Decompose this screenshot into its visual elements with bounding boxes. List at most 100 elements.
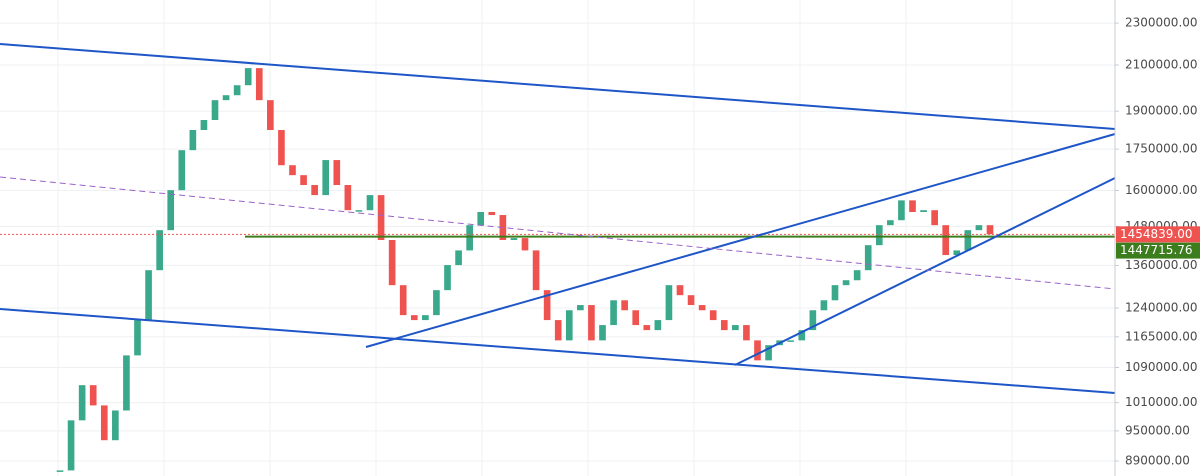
candle: [853, 270, 861, 281]
dashed-line: [0, 176, 1116, 290]
candle: [311, 185, 318, 196]
trend-line: [365, 133, 1116, 348]
candle: [200, 120, 208, 131]
candle: [189, 130, 197, 151]
candle: [300, 175, 307, 186]
y-tick-label: 1240000.00: [1125, 301, 1198, 315]
candle: [233, 85, 241, 96]
candle: [743, 325, 750, 341]
y-tick-label: 1165000.00: [1125, 329, 1198, 343]
candle: [422, 315, 429, 321]
candle: [521, 238, 529, 251]
candle: [698, 305, 706, 311]
candle: [953, 250, 961, 256]
candle: [178, 150, 186, 191]
candle: [975, 225, 983, 231]
candle: [344, 185, 352, 211]
candle: [477, 211, 485, 226]
candle: [167, 190, 175, 231]
candle: [577, 305, 584, 311]
candle: [455, 250, 462, 266]
candle: [842, 280, 850, 286]
candle: [56, 470, 64, 472]
candle: [986, 225, 994, 235]
candle: [554, 320, 562, 341]
y-tick-label: 950000.00: [1125, 423, 1190, 437]
candle: [255, 68, 263, 101]
price-axis: 2300000.00 2100000.00 1900000.00 1750000.00…: [1114, 0, 1200, 476]
grid: [0, 0, 1115, 476]
candles: [0, 68, 1115, 472]
candle: [964, 230, 972, 251]
candle: [654, 320, 662, 331]
candle: [100, 405, 108, 441]
trend-line: [0, 308, 1116, 394]
candle: [366, 195, 374, 211]
candle: [864, 245, 872, 271]
candle: [820, 300, 828, 311]
candle: [931, 210, 938, 226]
candle: [211, 100, 219, 121]
candle: [875, 225, 883, 246]
price-label: 1447715.76: [1120, 243, 1193, 257]
candle: [322, 160, 330, 196]
price-label: 1454839.00: [1120, 227, 1193, 241]
y-tick-label: 1600000.00: [1125, 183, 1198, 197]
candle: [267, 100, 274, 131]
y-tick-label: 1360000.00: [1125, 258, 1198, 272]
candle: [543, 290, 551, 321]
candle: [565, 310, 573, 341]
candle: [610, 300, 617, 326]
drawings: [0, 43, 1116, 394]
candle: [588, 305, 595, 341]
candle: [831, 285, 839, 301]
candle: [67, 420, 75, 471]
candle: [732, 325, 739, 331]
trend-line: [0, 43, 1116, 130]
candle: [676, 285, 684, 296]
candle: [887, 220, 894, 226]
candle: [920, 210, 927, 212]
y-tick-label: 890000.00: [1125, 453, 1190, 467]
candle: [510, 238, 518, 241]
candle: [488, 211, 496, 216]
candle: [599, 325, 606, 341]
candle: [289, 165, 296, 176]
price-label-box: [1116, 242, 1200, 259]
candle: [278, 130, 285, 166]
y-tick-label: 1750000.00: [1125, 142, 1198, 156]
y-tick-label: 2100000.00: [1125, 58, 1198, 72]
candle: [942, 225, 950, 256]
candle: [720, 320, 728, 331]
candle: [643, 325, 651, 331]
candle: [665, 285, 673, 321]
candle: [466, 225, 473, 251]
candle: [433, 290, 440, 316]
candle: [222, 95, 230, 101]
candle: [399, 285, 407, 316]
candle: [898, 200, 905, 221]
y-tick-label: 1900000.00: [1125, 104, 1198, 118]
candle: [444, 265, 451, 291]
candle: [333, 160, 341, 186]
candle: [123, 355, 130, 411]
trend-line: [734, 177, 1116, 366]
candle: [410, 315, 418, 321]
candle: [244, 68, 252, 86]
candle: [632, 310, 640, 326]
candle: [909, 200, 916, 212]
candle: [754, 340, 761, 361]
candle: [798, 330, 806, 341]
candle: [765, 345, 772, 361]
candle: [377, 195, 385, 241]
candle: [112, 410, 119, 441]
y-tick-label: 1010000.00: [1125, 395, 1198, 409]
candle: [809, 310, 817, 331]
candle: [687, 295, 695, 306]
candle: [388, 240, 396, 286]
candle: [787, 340, 795, 342]
candle: [134, 320, 141, 356]
candle: [355, 210, 363, 212]
candle: [532, 250, 540, 291]
